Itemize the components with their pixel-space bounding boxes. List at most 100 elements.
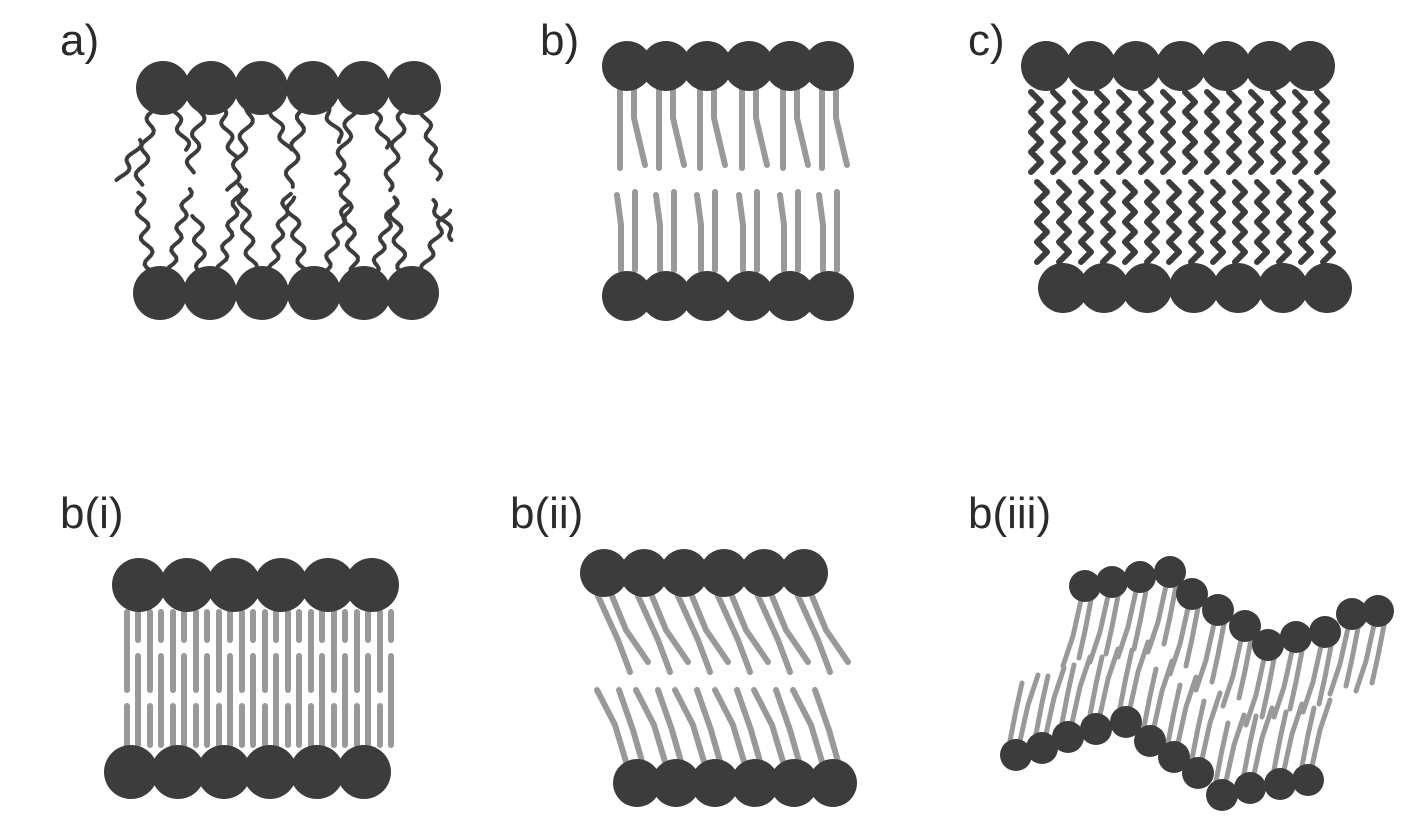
lipid-tail <box>431 198 454 242</box>
lipid-tail <box>1056 179 1072 265</box>
lipid-head <box>809 759 857 807</box>
lipid-tail <box>1199 690 1223 762</box>
lipid-head <box>1292 764 1324 796</box>
lipid-head <box>287 266 341 320</box>
lipid-tail <box>1059 662 1077 726</box>
lipid-tail <box>1226 89 1242 175</box>
lipid-head <box>197 745 251 799</box>
lipid-head <box>301 558 355 612</box>
lipid-head <box>1202 594 1234 626</box>
panel-label-b: b) <box>540 16 579 65</box>
lipid-tail <box>675 593 713 675</box>
lipid-tail <box>1087 654 1105 718</box>
lipid-tail <box>1209 621 1227 685</box>
lipid-head <box>1124 561 1156 593</box>
lipid-tail <box>734 687 764 768</box>
lipid-head <box>336 61 390 115</box>
lipid-tail <box>383 98 413 193</box>
lipid-tail <box>1232 179 1248 265</box>
lipid-head <box>804 41 854 91</box>
lipid-tail <box>1160 89 1176 175</box>
lipid-head <box>1182 757 1214 789</box>
lipid-tail <box>1320 179 1336 265</box>
lipid-tail <box>236 187 260 282</box>
lipid-tail <box>1028 89 1044 175</box>
lipid-head <box>1122 263 1172 313</box>
lipid-tail <box>1271 648 1295 720</box>
lipid-tail <box>283 98 312 189</box>
lipid-head <box>1362 595 1394 627</box>
lipid-head <box>1280 621 1312 653</box>
lipid-head <box>1096 566 1128 598</box>
lipid-tail <box>1183 605 1201 669</box>
lipid-tail <box>655 687 685 768</box>
lipid-tail <box>1343 625 1361 689</box>
lipid-head <box>731 759 779 807</box>
panel-b-iii-rippled-bilayer <box>1000 556 1394 811</box>
lipid-tail <box>1094 89 1110 175</box>
lipid-tail <box>1189 698 1207 762</box>
lipid-head <box>235 266 289 320</box>
lipid-head <box>1154 556 1186 588</box>
panel-label-b-ii: b(ii) <box>510 489 583 538</box>
lipid-tail <box>1353 622 1377 694</box>
lipid-head <box>184 61 238 115</box>
lipid-tail <box>614 192 624 273</box>
lipid-tail <box>1271 709 1289 773</box>
lipid-head <box>1302 263 1352 313</box>
lipid-tail <box>795 593 833 675</box>
lipid-head <box>602 271 652 321</box>
lipid-tail <box>816 192 826 273</box>
lipid-tail <box>1213 720 1231 784</box>
lipid-tail <box>1292 89 1308 175</box>
lipid-head <box>286 61 340 115</box>
lipid-tail <box>1122 179 1138 265</box>
lipid-tail <box>1116 89 1132 175</box>
lipid-head <box>724 41 774 91</box>
lipid-head <box>1245 41 1295 91</box>
lipid-tail <box>794 87 811 168</box>
lipid-tail <box>1144 179 1160 265</box>
lipid-tail <box>631 87 648 168</box>
lipid-tail <box>1188 179 1204 265</box>
lipid-head <box>1158 741 1190 773</box>
lipid-tail <box>1100 179 1116 265</box>
lipid-tail <box>769 593 811 665</box>
lipid-head <box>1021 41 1071 91</box>
lipid-head <box>1258 263 1308 313</box>
lipid-head <box>1000 739 1032 771</box>
lipid-tail <box>672 687 708 768</box>
lipid-tail <box>1251 705 1275 777</box>
lipid-tail <box>809 593 851 665</box>
lipid-head <box>740 549 788 597</box>
lipid-tail <box>694 192 704 273</box>
lipid-head <box>1156 41 1206 91</box>
lipid-tail <box>633 687 669 768</box>
lipid-head <box>151 745 205 799</box>
lipid-tail <box>1316 643 1334 707</box>
panel-label-b-iii: b(iii) <box>968 489 1051 538</box>
lipid-tail <box>1243 656 1267 728</box>
lipid-tail <box>1299 705 1317 769</box>
lipid-head <box>1079 263 1129 313</box>
lipid-tail <box>649 593 691 665</box>
lipid-tail <box>366 198 400 282</box>
lipid-tail <box>1087 593 1111 665</box>
lipid-head <box>620 549 668 597</box>
lipid-head <box>112 558 166 612</box>
lipid-tail <box>1043 665 1067 737</box>
lipid-tail <box>225 98 256 192</box>
lipid-head <box>1038 263 1088 313</box>
lipid-tail <box>114 138 144 182</box>
lipid-head <box>243 745 297 799</box>
lipid-tail <box>773 687 803 768</box>
lipid-tail <box>1069 654 1093 726</box>
lipid-tail <box>609 593 651 665</box>
lipid-tail <box>594 687 630 768</box>
lipid-tail <box>715 593 753 675</box>
lipid-tail <box>1276 179 1292 265</box>
lipid-tail <box>1220 637 1244 709</box>
lipid-head <box>780 549 828 597</box>
lipid-tail <box>1103 593 1121 657</box>
lipid-tail <box>1131 588 1149 652</box>
